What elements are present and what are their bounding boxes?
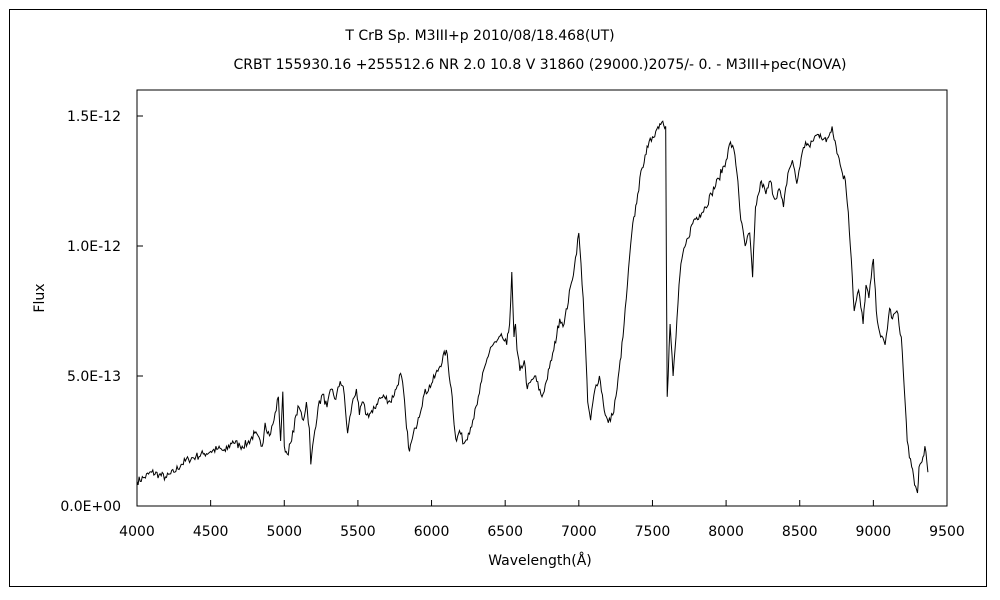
x-tick-label: 5000 xyxy=(266,524,302,540)
x-tick-label: 6000 xyxy=(414,524,450,540)
spectrum-line xyxy=(136,120,929,494)
x-tick-label: 9500 xyxy=(929,524,965,540)
x-tick-label: 4000 xyxy=(119,524,155,540)
x-tick-label: 7500 xyxy=(635,524,671,540)
chart-subtitle: CRBT 155930.16 +255512.6 NR 2.0 10.8 V 3… xyxy=(233,57,846,73)
y-tick-label: 0.0E+00 xyxy=(60,499,121,515)
chart-title: T CrB Sp. M3III+p 2010/08/18.468(UT) xyxy=(344,28,614,44)
x-tick-label: 8500 xyxy=(782,524,818,540)
y-tick-label: 1.5E-12 xyxy=(67,109,121,125)
plot-area xyxy=(136,89,948,507)
x-axis-label: Wavelength(Å) xyxy=(488,552,592,569)
x-tick-label: 7000 xyxy=(561,524,597,540)
chart-frame xyxy=(9,9,987,587)
x-tick-label: 5500 xyxy=(340,524,376,540)
y-tick-label: 5.0E-13 xyxy=(67,369,121,385)
y-tick-label: 1.0E-12 xyxy=(67,239,121,255)
y-axis-label: Flux xyxy=(32,283,48,312)
x-tick-label: 9000 xyxy=(856,524,892,540)
x-tick-label: 8000 xyxy=(708,524,744,540)
x-tick-label: 6500 xyxy=(487,524,523,540)
x-tick-label: 4500 xyxy=(193,524,229,540)
